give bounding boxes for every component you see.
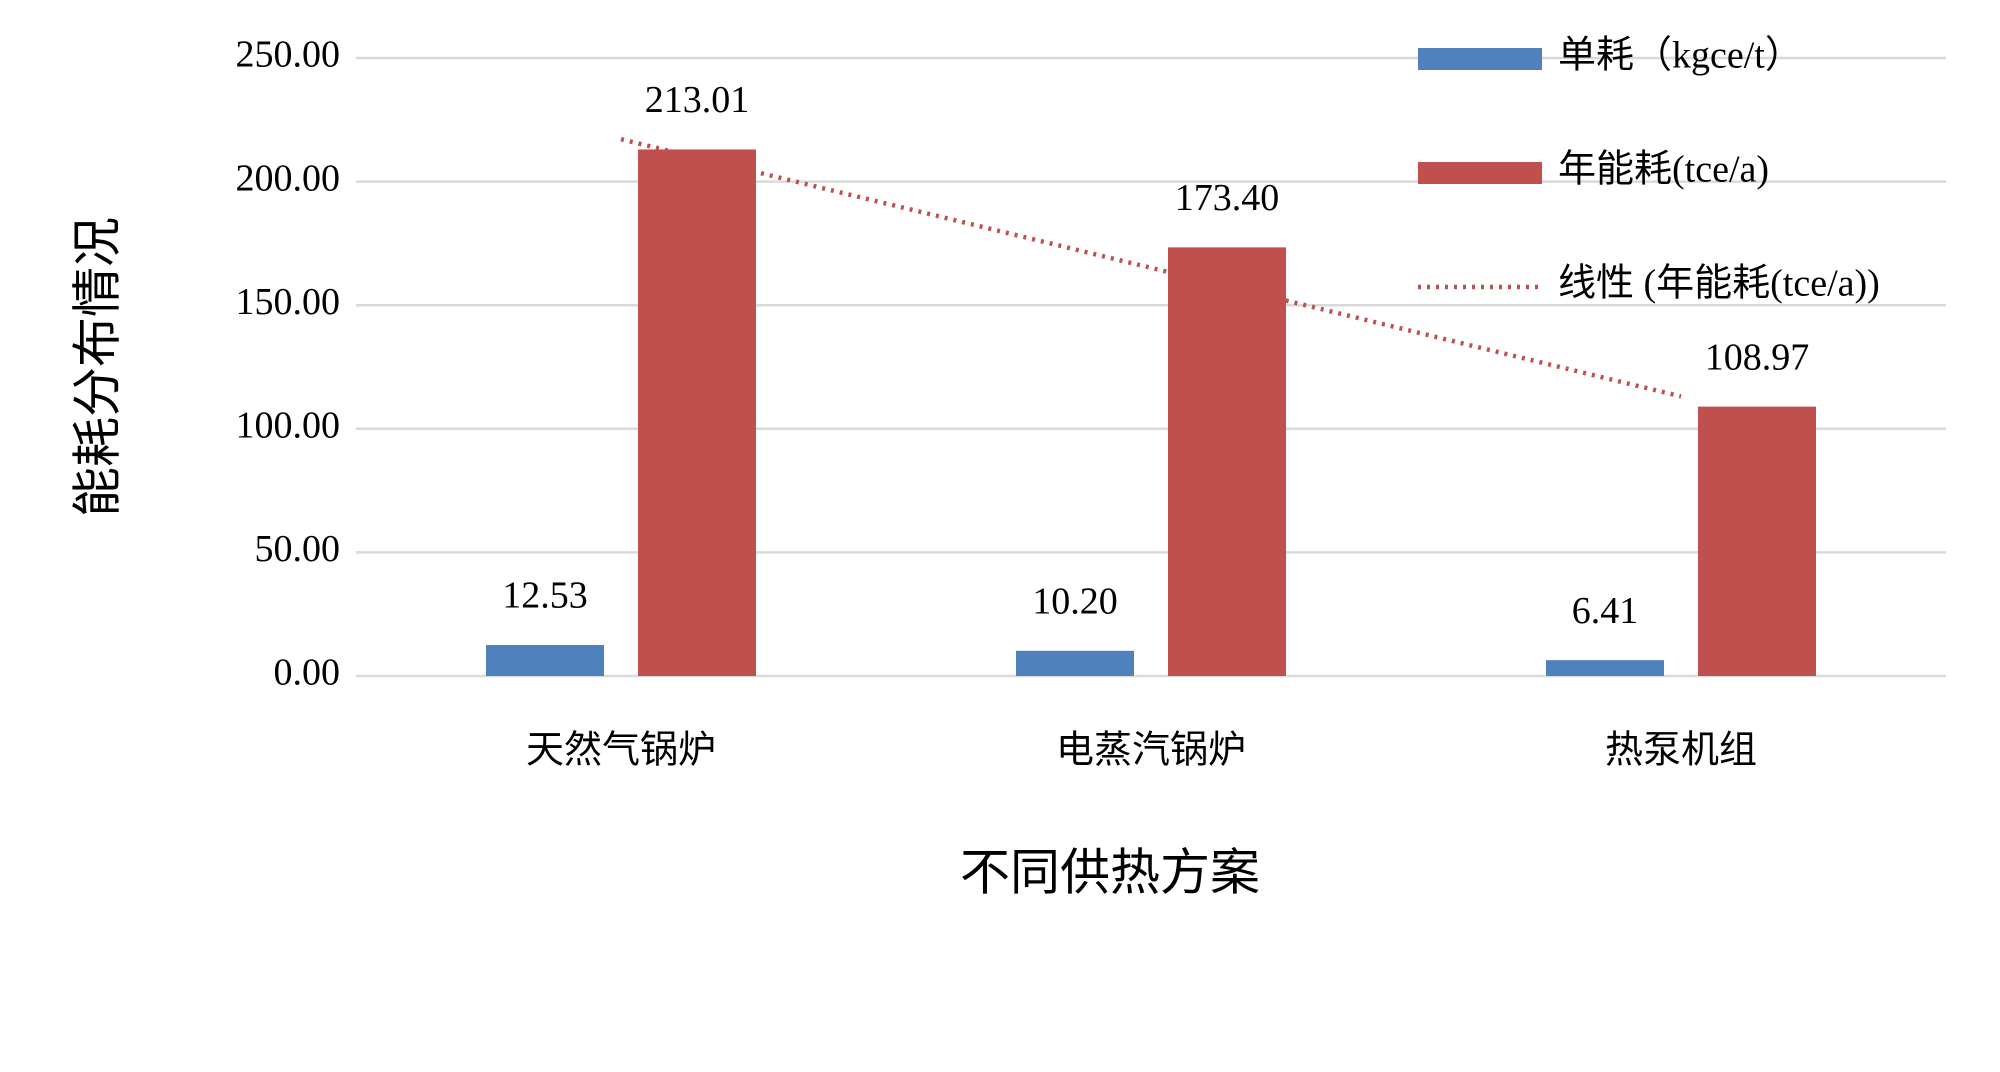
y-tick-label: 0.00 [274,652,341,694]
data-label: 173.40 [1175,177,1280,219]
y-tick-label: 100.00 [236,405,341,447]
bar [1698,406,1816,676]
data-label: 12.53 [502,575,588,617]
x-tick-label: 电蒸汽锅炉 [1056,730,1246,772]
legend-swatch [1418,162,1542,184]
data-label: 108.97 [1705,336,1810,378]
legend-label: 线性 (年能耗(tce/a)) [1558,263,1880,305]
y-axis-title: 能耗分布情况 [69,217,125,517]
x-axis-title: 不同供热方案 [960,844,1260,900]
trendline [620,137,1682,399]
y-tick-label: 250.00 [236,34,341,76]
bar [638,149,756,677]
bar [1168,247,1286,676]
bar [1016,650,1134,676]
legend-swatch [1418,48,1542,70]
y-tick-label: 50.00 [255,528,341,570]
y-tick-label: 200.00 [236,157,341,199]
data-label: 6.41 [1572,590,1639,632]
legend-label: 单耗（kgce/t） [1558,35,1803,77]
x-tick-label: 热泵机组 [1605,730,1757,772]
data-label: 213.01 [645,79,750,121]
bar [486,645,604,676]
x-tick-label: 天然气锅炉 [526,730,716,772]
data-label: 10.20 [1032,581,1118,623]
y-tick-label: 150.00 [236,281,341,323]
legend-label: 年能耗(tce/a) [1558,149,1769,191]
bar [1546,660,1664,676]
